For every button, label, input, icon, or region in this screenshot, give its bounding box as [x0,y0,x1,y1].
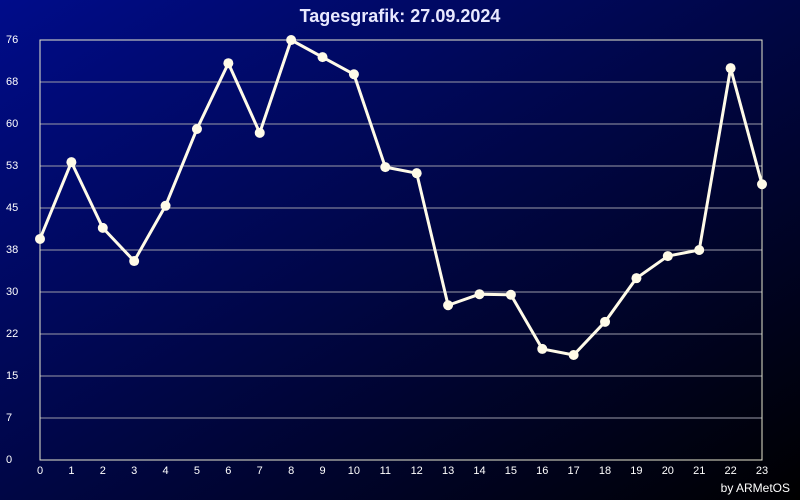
data-point [505,289,516,300]
y-tick-label: 68 [6,76,18,88]
data-point [600,316,611,327]
y-tick-label: 7 [6,412,12,424]
y-tick-label: 22 [6,328,18,340]
data-point [254,127,265,138]
x-tick-label: 21 [693,465,705,477]
data-point [757,179,767,190]
data-point [286,35,297,45]
data-point [35,233,45,244]
x-tick-label: 20 [662,465,674,477]
x-tick-label: 5 [194,465,200,477]
data-point [443,300,454,311]
data-point [191,123,202,134]
data-point [317,52,328,63]
x-tick-label: 12 [411,465,423,477]
data-point [411,168,422,179]
data-point [662,251,673,262]
x-tick-label: 17 [568,465,580,477]
x-tick-label: 3 [131,465,137,477]
x-tick-label: 1 [68,465,74,477]
data-point [694,245,705,255]
x-tick-label: 23 [756,465,768,477]
y-tick-label: 53 [6,160,18,172]
data-point [160,200,171,211]
x-tick-label: 22 [724,465,736,477]
x-tick-label: 2 [100,465,106,477]
data-point [348,69,359,80]
x-tick-label: 18 [599,465,611,477]
x-tick-label: 11 [380,465,391,477]
x-tick-label: 7 [257,465,263,477]
x-tick-label: 16 [536,465,548,477]
y-tick-label: 45 [6,202,18,214]
x-tick-label: 19 [630,465,642,477]
data-point [66,157,77,168]
data-point [474,289,485,300]
credit: by ARMetOS [721,481,790,495]
y-tick-label: 15 [6,370,18,382]
y-tick-label: 0 [6,454,12,466]
chart-title: Tagesgrafik: 27.09.2024 [300,6,501,26]
data-point [725,63,736,74]
x-tick-label: 10 [348,465,360,477]
data-point [97,222,108,233]
data-point [380,162,391,173]
data-point [223,58,234,69]
x-tick-label: 15 [505,465,517,477]
y-tick-label: 30 [6,286,18,298]
x-tick-label: 0 [37,465,43,477]
x-tick-label: 14 [473,465,485,477]
x-tick-label: 13 [442,465,454,477]
y-tick-label: 76 [6,34,18,46]
series-line [38,38,764,357]
x-tick-label: 8 [288,465,294,477]
y-tick-label: 60 [6,118,18,130]
data-point [537,343,548,354]
x-tick-label: 6 [225,465,231,477]
plot-frame [39,39,763,461]
x-tick-label: 4 [163,465,169,477]
data-point [129,256,140,267]
data-point [631,273,642,284]
x-tick-label: 9 [319,465,325,477]
data-point [568,350,579,360]
y-tick-label: 38 [6,244,18,256]
